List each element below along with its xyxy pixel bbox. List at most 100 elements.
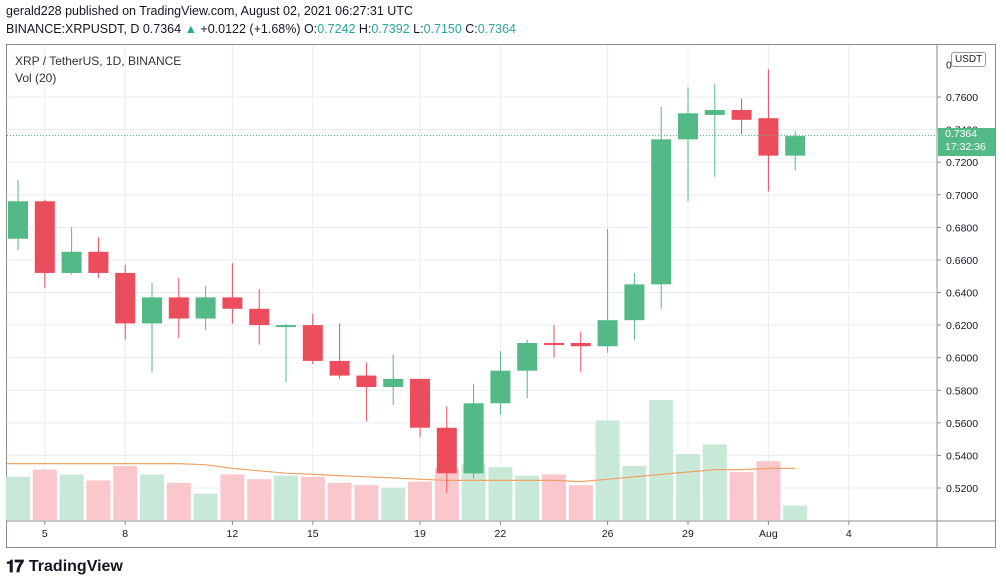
price-tick-label: 0.5200 [946, 483, 978, 495]
candle-body [597, 320, 618, 347]
candle-body [544, 343, 564, 346]
candle [8, 180, 28, 251]
low-value: 0.7150 [423, 22, 462, 36]
volume-ma-line [7, 463, 796, 483]
candle [678, 87, 698, 202]
price-tick-label: 0.7000 [946, 190, 978, 202]
candle [490, 351, 511, 415]
candle-body [329, 360, 350, 376]
candle [785, 131, 806, 171]
price-tick-label: 0.6000 [946, 353, 978, 365]
open-label: O: [303, 22, 318, 36]
time-tick-label: 29 [682, 528, 694, 540]
price-tick-label: 0.6400 [946, 288, 978, 300]
volume-bar [729, 472, 754, 520]
candle [276, 323, 296, 383]
volume-bar [595, 420, 620, 520]
high-label: H: [358, 22, 372, 36]
candle [34, 199, 55, 288]
price-tick-label: 0.6800 [946, 222, 978, 234]
tradingview-logo[interactable]: 𝟏𝟕 TradingView [6, 557, 123, 577]
time-tick-label: 19 [414, 528, 426, 540]
price-tick-label: 0.6200 [946, 320, 978, 332]
time-tick-label: 26 [602, 528, 614, 540]
volume-bar [59, 474, 84, 520]
volume-bar [488, 467, 513, 520]
price-axis-ticks: 0.5200 0.5400 0.5600 0.5800 0.6000 0.6200 0.64… [937, 59, 978, 495]
open-value: 0.7242 [317, 22, 356, 36]
candle [249, 289, 270, 345]
low-label: L: [413, 22, 424, 36]
candle [168, 277, 189, 339]
volume-bar [702, 444, 727, 520]
volume-bar [568, 485, 593, 520]
close-label: C: [465, 22, 478, 36]
candle-body [436, 427, 457, 474]
last-price-label-value: 0.7364 [945, 128, 978, 140]
volume-bar [542, 474, 566, 520]
volume-bar [86, 480, 111, 520]
candle-body [168, 297, 189, 319]
time-tick-label: 22 [495, 528, 507, 540]
candle [436, 406, 457, 493]
volume-bar [515, 475, 540, 520]
candle-body [195, 297, 216, 319]
close-value: 0.7364 [477, 22, 517, 36]
candle-body [758, 118, 779, 156]
high-value: 0.7392 [371, 22, 410, 36]
candle-body [570, 343, 591, 347]
volume-bar [327, 482, 352, 520]
change-up-icon: ▲ [184, 22, 197, 36]
tradingview-brand: TradingView [28, 558, 123, 575]
volume-bar [300, 476, 325, 520]
volume-bar [408, 481, 432, 520]
price-tick-label: 0.5800 [946, 385, 978, 397]
price-tick-label: 0.7600 [946, 92, 978, 104]
candle-body [8, 201, 28, 239]
chart-legend-title: XRP / TetherUS, 1D, BINANCE [15, 54, 182, 68]
candle [570, 331, 591, 373]
candle [142, 282, 162, 373]
candle-body [61, 251, 82, 273]
last-price-value: 0.7364 [142, 22, 182, 36]
candle-body [678, 113, 698, 140]
time-tick-label: 4 [846, 528, 852, 540]
volume-legend: Vol (20) [15, 71, 57, 85]
candle [624, 272, 645, 340]
price-tick-label-top: 0 [946, 59, 952, 71]
currency-unit-badge[interactable]: USDT [951, 52, 987, 67]
candle [410, 378, 430, 438]
ohlc-line: BINANCE:XRPUSDT, D 0.7364 ▲ +0.0122 (+1.… [6, 22, 516, 36]
volume-bar [166, 482, 191, 520]
price-tick-label: 0.6600 [946, 255, 978, 267]
last-price-label: 0.7364 17:32:36 [938, 128, 995, 156]
chart-frame [6, 44, 996, 548]
change-value: +0.0122 (+1.68%) [200, 22, 301, 36]
volume-bar [247, 479, 272, 520]
candle-body [115, 272, 136, 324]
candle-body [222, 297, 243, 309]
volume-bar [783, 505, 808, 520]
candles [8, 69, 806, 493]
volume-bars [6, 400, 808, 520]
tradingview-logo-icon: 𝟏𝟕 [6, 557, 24, 576]
volume-bar [649, 400, 674, 520]
candle [517, 339, 538, 399]
publish-info: gerald228 published on TradingView.com, … [6, 4, 413, 18]
volume-bar [193, 493, 218, 520]
symbol-interval: BINANCE:XRPUSDT, D [6, 22, 140, 36]
candle-body [88, 251, 109, 273]
volume-bar [622, 466, 647, 520]
time-tick-label: 8 [122, 528, 128, 540]
volume-bar [140, 474, 164, 520]
volume-bar [354, 485, 379, 520]
time-tick-label: 5 [42, 528, 48, 540]
candle-body [34, 201, 55, 273]
price-tick-label: 0.7200 [946, 157, 978, 169]
volume-bar [220, 474, 245, 520]
time-axis-ticks: 5 8 12 15 19 22 26 29 Aug 4 [42, 521, 852, 540]
candle [383, 354, 404, 405]
candle-body [463, 403, 484, 474]
candle-body [142, 297, 162, 324]
